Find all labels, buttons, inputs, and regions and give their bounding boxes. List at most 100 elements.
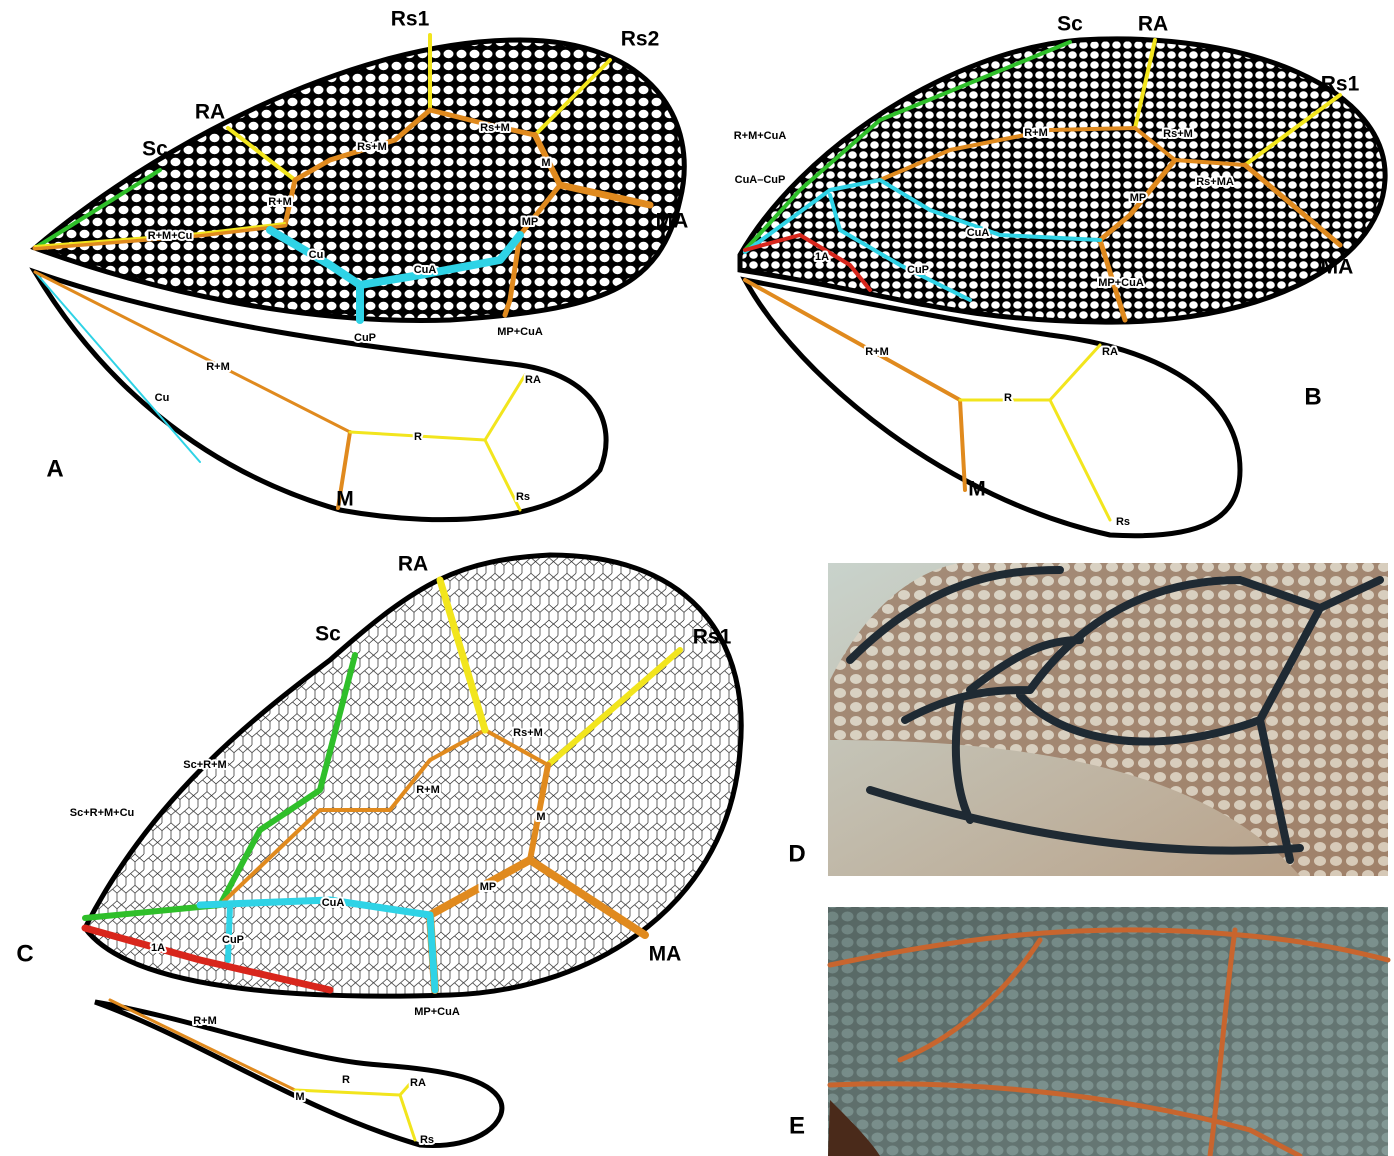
vein-label: Sc: [1057, 13, 1083, 36]
vein: [1133, 38, 1157, 130]
vein-label: MP: [480, 881, 497, 893]
vein-label: Sc+R+M: [183, 759, 226, 771]
vein: [545, 647, 683, 768]
vein: [218, 728, 550, 907]
vein: [436, 576, 489, 734]
vein-label: M: [295, 1091, 304, 1103]
vein: [526, 856, 649, 939]
vein-label: R+M: [865, 346, 889, 358]
panel-letter: C: [16, 940, 33, 967]
vein: [1048, 398, 1112, 522]
vein-label: MA: [656, 210, 689, 233]
vein-label: RA: [195, 101, 225, 124]
vein: [743, 278, 962, 402]
vein-label: M: [541, 157, 550, 169]
vein-label: Rs+MA: [1196, 176, 1234, 188]
vein: [532, 132, 563, 188]
photo-e: [827, 907, 1391, 1156]
vein: [878, 178, 1102, 242]
vein-label: Rs1: [391, 8, 430, 31]
vein-label: CuA: [967, 227, 990, 239]
forewing-outline: [30, 37, 687, 323]
vein-label: CuA: [414, 264, 437, 276]
vein: [292, 107, 433, 183]
vein: [878, 126, 1137, 182]
vein: [196, 896, 439, 994]
vein: [1242, 162, 1343, 248]
vein: [483, 373, 527, 442]
vein: [828, 193, 972, 302]
photo-d: [828, 563, 1388, 876]
vein-label: CuA–CuP: [735, 174, 786, 186]
vein-label: Rs: [1116, 516, 1130, 528]
vein-label: MA: [1321, 256, 1354, 279]
vein: [226, 126, 297, 182]
vein-label: RA: [525, 374, 541, 386]
vein-label: Sc: [142, 138, 168, 161]
vein: [34, 222, 286, 247]
vein-label: CuA: [322, 897, 345, 909]
vein-label: Rs: [420, 1134, 434, 1146]
vein: [427, 107, 538, 138]
vein: [336, 430, 352, 510]
vein-label: Rs+M: [480, 122, 510, 134]
vein: [33, 168, 162, 250]
vein-label: R+M+CuA: [734, 130, 787, 142]
vein: [32, 177, 298, 251]
hindwing-outline: [740, 276, 1243, 539]
vein-label: R: [1004, 392, 1012, 404]
vein-label: R+M: [193, 1015, 217, 1027]
vein-label: MP: [1130, 192, 1147, 204]
vein-label: Rs1: [693, 626, 732, 649]
vein-label: 1A: [151, 942, 165, 954]
vein: [502, 182, 563, 318]
vein-label: CuP: [354, 332, 376, 344]
vein: [356, 231, 524, 289]
vein-label: RA: [1138, 13, 1168, 36]
vein-label: M: [968, 478, 986, 501]
vein-label: Sc: [315, 623, 341, 646]
vein-label: Rs+M: [357, 141, 387, 153]
vein: [527, 762, 551, 863]
vein-label: RA: [398, 553, 428, 576]
vein: [266, 226, 364, 324]
forewing-outline: [82, 552, 744, 999]
vein: [533, 58, 612, 137]
vein-label: RA: [410, 1077, 426, 1089]
vein-label: R: [414, 431, 422, 443]
panel-letter: D: [788, 840, 805, 867]
vein-label: 1A: [815, 251, 829, 263]
vein-label: R: [342, 1074, 350, 1086]
vein-label: R+M+Cu: [148, 230, 193, 242]
vein-label: CuP: [222, 934, 244, 946]
vein: [958, 398, 967, 492]
vein-label: R+M: [268, 196, 292, 208]
vein: [1097, 157, 1178, 323]
vein-label: MP+CuA: [1098, 277, 1144, 289]
forewing-outline: [737, 36, 1388, 325]
vein-label: Rs+M: [1163, 128, 1193, 140]
vein: [1048, 343, 1102, 402]
vein-label: MP+CuA: [414, 1006, 460, 1018]
panel-letter: E: [789, 1112, 805, 1139]
panel-letter: B: [1304, 383, 1321, 410]
hindwing-outline: [29, 267, 609, 523]
vein: [743, 178, 882, 254]
vein-label: MP+CuA: [497, 326, 543, 338]
vein-label: Cu: [155, 392, 170, 404]
panel-letter: A: [46, 455, 63, 482]
vein-label: MA: [649, 943, 682, 966]
vein: [743, 40, 1072, 252]
vein: [398, 1076, 417, 1097]
vein-label: R+M: [206, 361, 230, 373]
vein-label: Sc+R+M+Cu: [70, 807, 135, 819]
vein-label: Cu: [309, 249, 324, 261]
vein: [33, 270, 352, 434]
vein: [483, 438, 522, 512]
vein-label: Rs: [516, 491, 530, 503]
vein: [82, 652, 358, 921]
vein-label: M: [536, 811, 545, 823]
vein: [1243, 93, 1342, 167]
vein: [743, 233, 872, 292]
